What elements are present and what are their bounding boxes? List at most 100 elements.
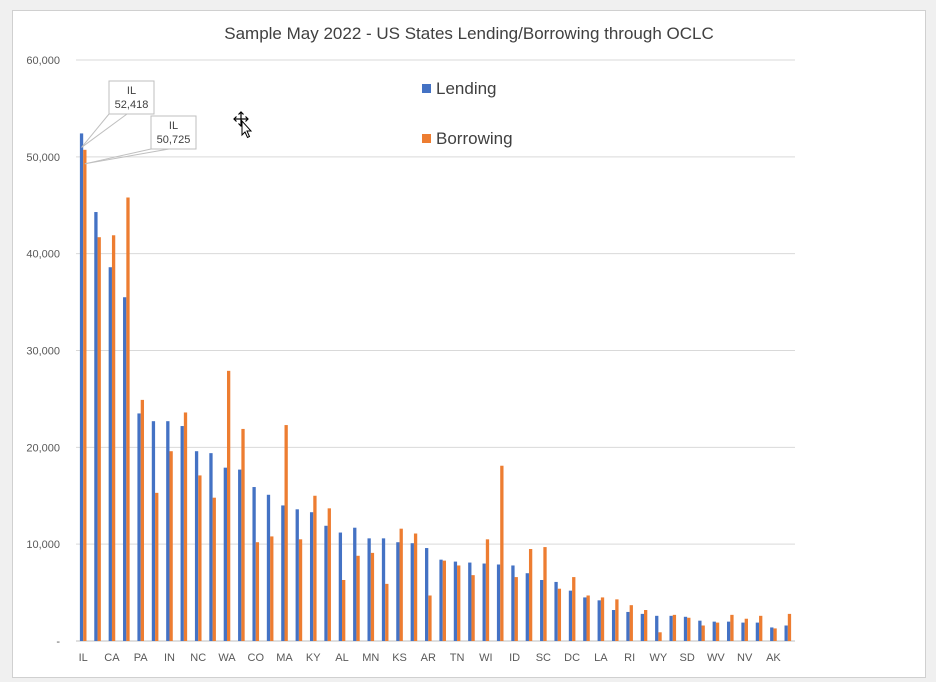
bar-borrowing — [342, 579, 346, 641]
bar-lending — [741, 622, 745, 641]
x-tick-label: KS — [392, 652, 407, 664]
bar-lending — [137, 413, 141, 641]
bar-borrowing — [97, 237, 101, 641]
chart-title: Sample May 2022 - US States Lending/Borr… — [224, 24, 713, 43]
callout-box — [108, 80, 155, 115]
bar-lending — [597, 600, 601, 641]
x-tick-label: WI — [479, 652, 492, 664]
bar-borrowing — [126, 197, 130, 641]
x-tick-label: ID — [509, 652, 520, 664]
x-tick-label: NV — [737, 652, 753, 664]
bar-borrowing — [485, 539, 490, 641]
bar-borrowing — [528, 549, 533, 641]
callout-category-label: IL — [169, 120, 178, 132]
bar-borrowing — [198, 475, 202, 641]
bar-borrowing — [83, 149, 87, 641]
bar-lending — [309, 512, 314, 641]
bar-lending — [640, 613, 645, 641]
bar-borrowing — [169, 451, 173, 641]
bar-lending — [410, 543, 414, 641]
bar-borrowing — [629, 605, 633, 641]
y-tick-label: 20,000 — [26, 442, 60, 454]
bar-chart[interactable]: Sample May 2022 - US States Lending/Borr… — [13, 11, 925, 677]
bar-borrowing — [572, 577, 576, 641]
callout-value-label: 52,418 — [115, 99, 149, 111]
bar-borrowing — [687, 617, 691, 641]
bar-lending — [281, 505, 285, 641]
bar-borrowing — [140, 399, 145, 641]
bar-borrowing — [471, 575, 475, 641]
bar-borrowing — [500, 465, 504, 641]
bar-lending — [568, 590, 573, 641]
bar-lending — [194, 451, 199, 641]
bar-borrowing — [183, 412, 188, 641]
bar-lending — [683, 616, 688, 641]
data-callouts: IL 52,418 IL 50,725 — [81, 80, 197, 165]
bar-lending — [223, 467, 227, 641]
bar-borrowing — [715, 622, 720, 641]
bar-borrowing — [327, 508, 331, 641]
bar-borrowing — [759, 615, 763, 641]
bar-lending — [396, 542, 400, 641]
bar-borrowing — [787, 613, 792, 641]
bar-borrowing — [356, 555, 360, 641]
x-tick-label: MN — [362, 652, 379, 664]
bar-lending — [151, 421, 156, 641]
bar-lending — [525, 573, 529, 641]
bar-borrowing — [241, 428, 245, 641]
x-tick-label: PA — [134, 652, 149, 664]
bar-borrowing — [385, 583, 389, 641]
bar-lending — [784, 625, 788, 641]
x-tick-label: SC — [536, 652, 551, 664]
bar-borrowing — [543, 547, 547, 641]
bar-lending — [482, 563, 486, 641]
x-tick-label: NC — [190, 652, 206, 664]
bar-borrowing — [644, 610, 648, 641]
bar-lending — [554, 581, 558, 641]
bar-lending — [180, 426, 184, 641]
bar-lending — [338, 532, 343, 641]
bar-lending — [726, 621, 731, 641]
bar-lending — [540, 579, 544, 641]
bar-borrowing — [586, 595, 590, 641]
bar-borrowing — [155, 492, 159, 641]
bar-lending — [626, 611, 630, 641]
bar-lending — [381, 538, 386, 641]
bar-borrowing — [212, 497, 216, 641]
bar-lending — [295, 509, 299, 641]
bar-lending — [123, 297, 127, 641]
legend-label-lending: Lending — [436, 79, 497, 98]
bar-borrowing — [111, 235, 116, 642]
bar-lending — [266, 494, 271, 641]
x-tick-label: AR — [421, 652, 436, 664]
bar-lending — [166, 421, 170, 641]
x-tick-label: SD — [680, 652, 695, 664]
x-tick-label: WY — [650, 652, 668, 664]
bar-lending — [367, 538, 371, 641]
y-tick-label: 10,000 — [26, 539, 60, 551]
x-tick-label: LA — [594, 652, 608, 664]
bar-lending — [698, 620, 702, 641]
bar-borrowing — [658, 632, 662, 641]
bar-borrowing — [773, 628, 777, 641]
y-axis: 60,000 50,000 40,000 30,000 20,000 10,000 - — [26, 55, 60, 648]
bar-borrowing — [672, 614, 677, 641]
bar-lending — [611, 610, 616, 641]
bar-borrowing — [442, 560, 446, 641]
bar-lending — [324, 525, 328, 641]
x-tick-label: DC — [564, 652, 580, 664]
move-cursor-icon — [233, 111, 253, 139]
bar-borrowing — [226, 370, 231, 641]
bar-lending — [496, 564, 501, 641]
y-tick-label: 60,000 — [26, 55, 60, 67]
bar-borrowing — [428, 595, 432, 641]
bar-borrowing — [557, 588, 562, 641]
bar-lending — [209, 453, 213, 641]
bar-borrowing — [413, 533, 418, 641]
bars — [79, 133, 792, 642]
x-tick-label: IL — [79, 652, 88, 664]
bar-lending — [79, 133, 84, 641]
bar-lending — [712, 621, 716, 641]
legend-swatch-borrowing — [422, 134, 431, 143]
x-tick-label: IN — [164, 652, 175, 664]
